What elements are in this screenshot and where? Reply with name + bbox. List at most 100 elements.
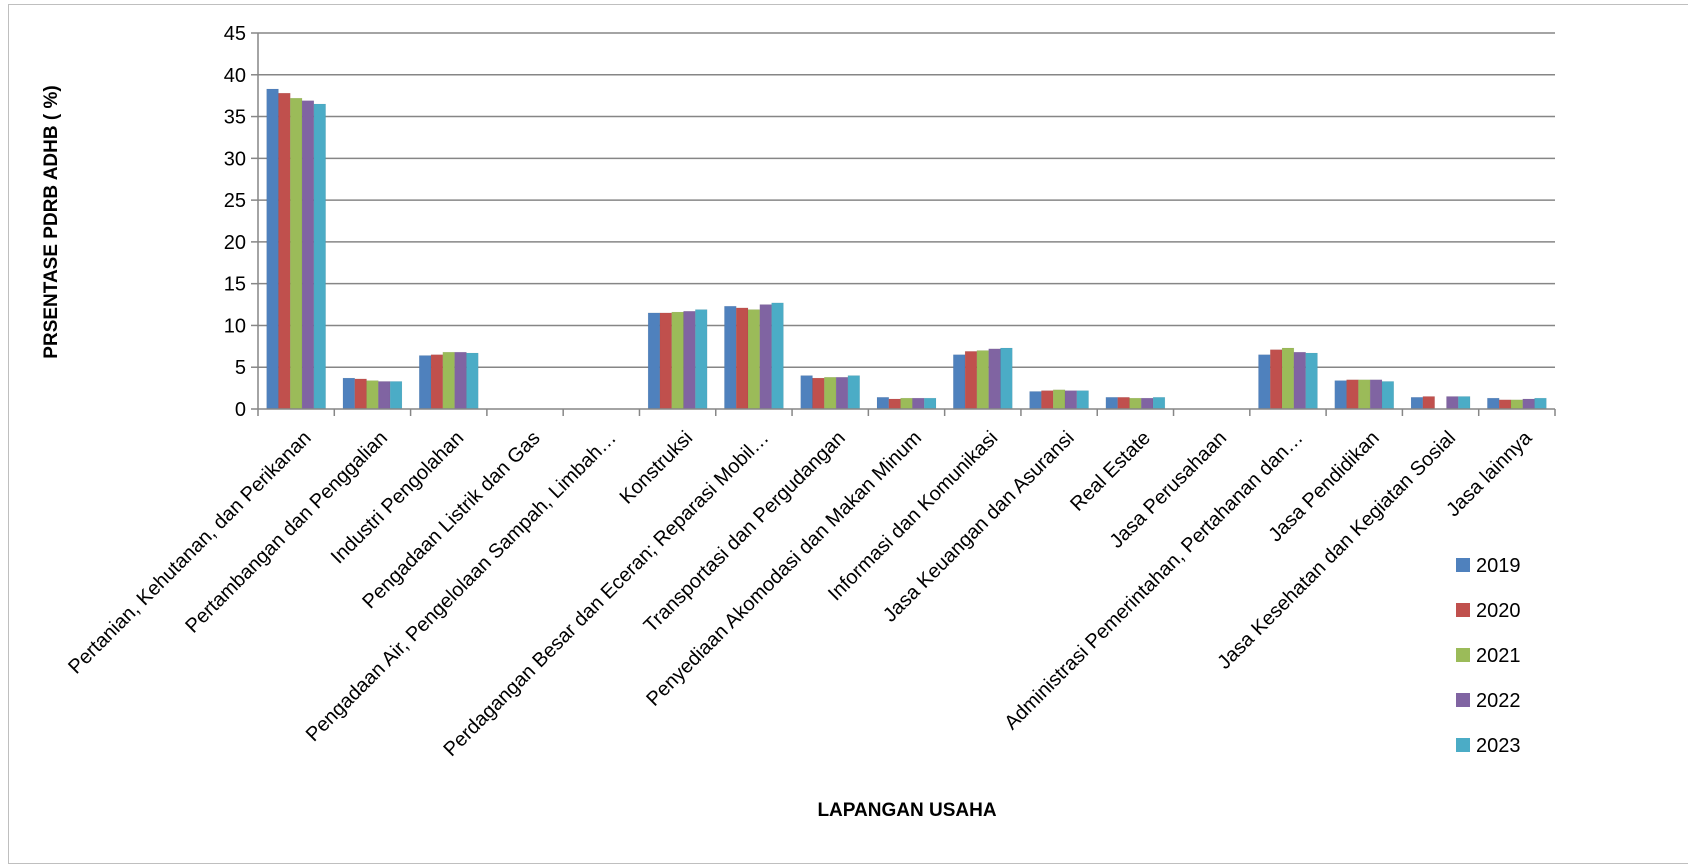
bar-2019-9 — [953, 354, 966, 410]
bar-2020-10 — [1041, 390, 1054, 410]
x-axis-title: LAPANGAN USAHA — [817, 800, 996, 821]
bar-2019-2 — [418, 355, 432, 410]
y-tick-label: 10 — [224, 315, 246, 337]
bar-2023-7 — [847, 375, 860, 410]
bar-2019-5 — [647, 312, 661, 410]
bar-2022-11 — [1141, 397, 1154, 410]
legend-swatch-2019 — [1456, 558, 1470, 572]
bar-2021-0 — [289, 97, 303, 410]
bar-2023-8 — [923, 397, 937, 410]
bar-2023-10 — [1076, 390, 1089, 410]
y-tick-label: 35 — [224, 107, 246, 129]
bar-2023-9 — [1000, 347, 1013, 410]
bar-2019-6 — [724, 305, 737, 410]
y-tick-label: 20 — [224, 232, 246, 254]
axes — [257, 33, 1555, 410]
bar-2021-2 — [442, 351, 455, 410]
bar-2022-14 — [1369, 379, 1383, 410]
x-tick-label: Industri Pengolahan — [327, 427, 468, 568]
x-tick-label: Penyediaan Akomodasi dan Makan Minum — [642, 427, 926, 711]
bar-2020-6 — [735, 307, 749, 410]
bar-2020-8 — [888, 398, 901, 410]
bar-2023-11 — [1152, 397, 1166, 410]
y-tick-label: 25 — [224, 190, 246, 212]
bar-2019-7 — [800, 375, 813, 410]
y-tick-label: 0 — [235, 399, 246, 421]
bar-2023-2 — [466, 352, 479, 410]
bar-2021-11 — [1129, 397, 1142, 410]
bar-2022-2 — [454, 351, 467, 410]
bar-2020-14 — [1346, 379, 1359, 410]
bar-2019-15 — [1410, 397, 1424, 410]
bar-2019-10 — [1029, 391, 1042, 410]
y-tick-label: 15 — [224, 274, 246, 296]
bar-2023-5 — [695, 309, 708, 410]
legend-label-2023: 2023 — [1476, 735, 1521, 757]
bar-2019-11 — [1105, 397, 1118, 410]
bar-2020-15 — [1422, 396, 1435, 410]
bar-2020-16 — [1498, 399, 1512, 410]
bar-2023-14 — [1381, 381, 1395, 410]
bar-2020-5 — [659, 312, 672, 410]
bar-2019-0 — [266, 88, 279, 410]
y-tick-label: 40 — [224, 65, 246, 87]
bar-2021-8 — [900, 397, 913, 410]
bar-2022-0 — [301, 100, 315, 410]
bar-2023-13 — [1305, 352, 1318, 410]
bar-2020-13 — [1270, 349, 1283, 410]
bar-2020-7 — [812, 377, 825, 410]
bar-2020-1 — [354, 378, 367, 410]
bar-2023-16 — [1534, 397, 1547, 410]
bar-2023-0 — [313, 103, 326, 410]
bar-2021-5 — [671, 311, 684, 410]
bar-2022-8 — [912, 397, 925, 410]
legend-swatch-2021 — [1456, 648, 1470, 662]
bar-2023-6 — [771, 302, 784, 410]
y-tick-label: 30 — [224, 148, 246, 170]
bar-2022-15 — [1446, 396, 1459, 410]
bar-2020-9 — [964, 351, 978, 410]
bar-2021-10 — [1052, 389, 1066, 410]
bar-2022-10 — [1064, 390, 1078, 410]
legend-label-2019: 2019 — [1476, 555, 1521, 577]
bar-2021-9 — [976, 350, 989, 410]
legend-swatch-2022 — [1456, 693, 1470, 707]
bar-2020-11 — [1117, 397, 1130, 410]
bar-2022-16 — [1522, 398, 1535, 410]
bar-2021-16 — [1510, 399, 1524, 410]
gridlines — [258, 32, 1555, 368]
bar-2023-15 — [1458, 396, 1471, 410]
x-tick-label: Konstruksi — [616, 427, 698, 509]
legend: 2019 2020 2021 2022 2023 — [1456, 555, 1521, 757]
bar-2019-13 — [1258, 354, 1271, 410]
x-axis-ticks: Pertanian, Kehutanan, dan PerikananPerta… — [64, 409, 1556, 761]
legend-swatch-2023 — [1456, 738, 1470, 752]
bar-2021-1 — [366, 380, 379, 410]
bar-2020-2 — [430, 354, 444, 410]
bar-2020-0 — [278, 92, 291, 410]
y-axis-ticks: 0 5 10 15 20 25 30 35 40 45 — [224, 23, 258, 421]
bar-2021-13 — [1281, 347, 1295, 410]
y-axis-title: PRSENTASE PDRB ADHB ( %) — [41, 85, 62, 358]
legend-swatch-2020 — [1456, 603, 1470, 617]
bars — [266, 88, 1547, 410]
bar-2019-8 — [876, 397, 890, 410]
legend-label-2022: 2022 — [1476, 690, 1521, 712]
y-tick-label: 45 — [224, 23, 246, 45]
legend-label-2021: 2021 — [1476, 645, 1521, 667]
y-tick-label: 5 — [235, 357, 246, 379]
bar-2022-1 — [378, 381, 391, 410]
bar-2021-6 — [747, 309, 761, 410]
bar-2023-1 — [389, 381, 403, 410]
bar-2022-9 — [988, 348, 1001, 410]
bar-2022-13 — [1293, 351, 1306, 410]
bar-2019-1 — [342, 377, 355, 410]
bar-2019-16 — [1487, 397, 1500, 410]
bar-2021-7 — [824, 376, 837, 410]
bar-2022-6 — [759, 304, 772, 410]
legend-label-2020: 2020 — [1476, 600, 1521, 622]
bar-2021-14 — [1358, 379, 1371, 410]
bar-2022-7 — [835, 376, 849, 410]
bar-2019-14 — [1334, 380, 1347, 410]
